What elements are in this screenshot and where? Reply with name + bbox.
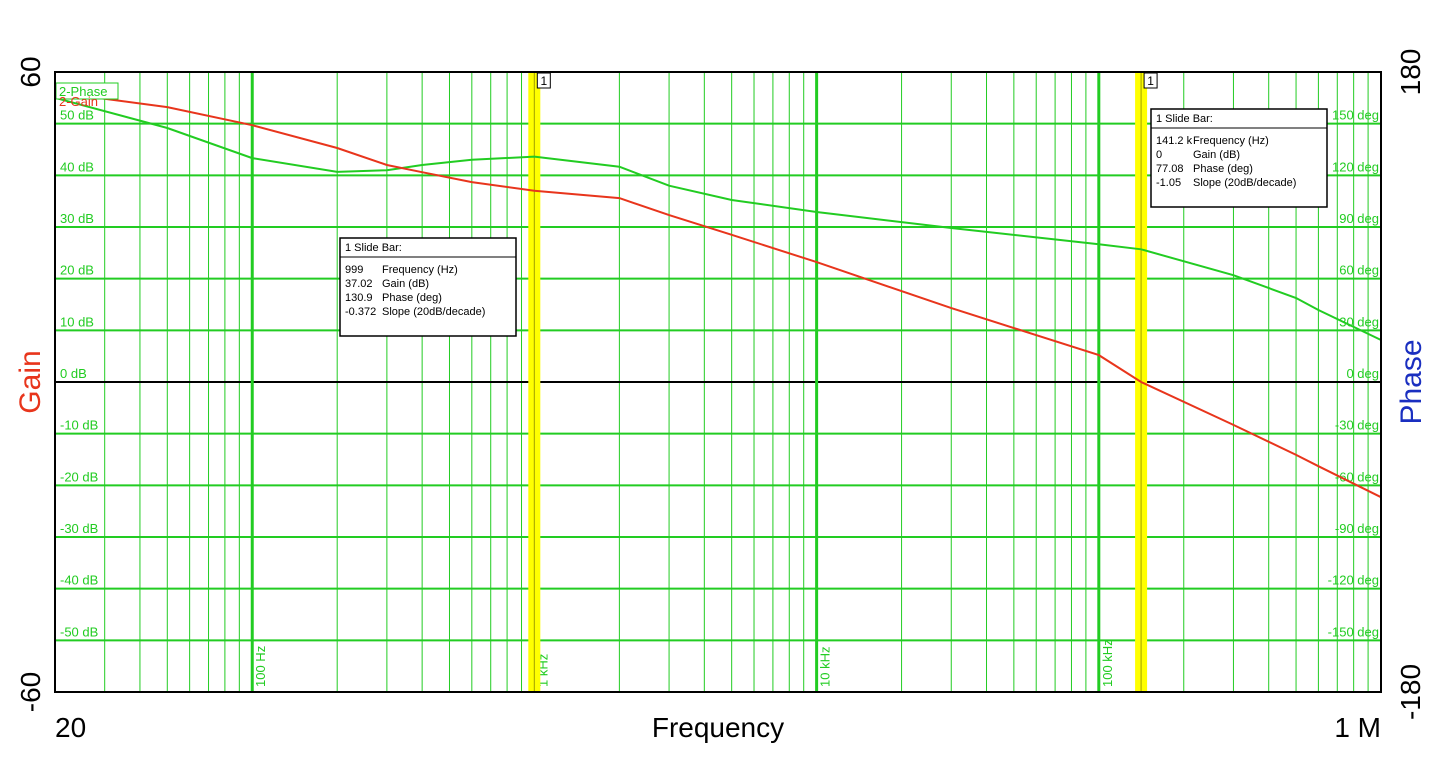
readout-label: Slope (20dB/decade) [382, 306, 485, 318]
y-tick-label: 20 dB [60, 263, 94, 278]
y2-tick-label: -90 deg [1335, 521, 1379, 536]
y2-tick-label: 0 deg [1346, 366, 1379, 381]
x-tick-label: 1 M [1334, 712, 1381, 743]
x-axis-title: Frequency [652, 712, 784, 743]
readout-label: Phase (deg) [382, 292, 442, 304]
readout-value: 141.2 k [1156, 135, 1193, 147]
readout-label: Slope (20dB/decade) [1193, 177, 1296, 189]
y2-tick-label: -150 deg [1328, 624, 1379, 639]
readout-value: -0.372 [345, 306, 376, 318]
readout-label: Gain (dB) [1193, 149, 1240, 161]
y-tick-label: -60 [15, 672, 46, 712]
y2-tick-label: -120 deg [1328, 573, 1379, 588]
x-tick-label: 100 kHz [1100, 639, 1115, 687]
readout-box [339, 237, 517, 337]
x-tick-label: 20 [55, 712, 86, 743]
readout-label: Gain (dB) [382, 278, 429, 290]
y2-tick-label: 60 deg [1339, 263, 1379, 278]
plot-frame [54, 71, 1382, 693]
readout-value: 0 [1156, 149, 1162, 161]
readout-value: 77.08 [1156, 163, 1184, 175]
y-tick-label: -30 dB [60, 521, 98, 536]
y-tick-label: -40 dB [60, 573, 98, 588]
y-axis-title: Gain [14, 350, 47, 413]
readout-title: 1 Slide Bar: [345, 242, 402, 254]
y2-axis-title: Phase [1395, 339, 1428, 424]
y2-tick-label: 90 deg [1339, 211, 1379, 226]
readout-value: 999 [345, 264, 363, 276]
y-tick-label: 0 dB [60, 366, 87, 381]
y-tick-label: -10 dB [60, 418, 98, 433]
readout-label: Phase (deg) [1193, 163, 1253, 175]
slide-bar-tag-label: 1 [1147, 74, 1154, 88]
y-tick-label: -20 dB [60, 469, 98, 484]
readout-label: Frequency (Hz) [1193, 135, 1269, 147]
y-tick-label: 40 dB [60, 159, 94, 174]
y2-tick-label: 120 deg [1332, 159, 1379, 174]
readout-title: 1 Slide Bar: [1156, 113, 1213, 125]
x-tick-label: 100 Hz [253, 646, 268, 687]
series-line [54, 91, 1382, 499]
series-line [54, 96, 1382, 341]
y-tick-label: -50 dB [60, 624, 98, 639]
readout-box [1150, 108, 1328, 208]
readout-value: -1.05 [1156, 177, 1181, 189]
x-tick-label: 10 kHz [818, 647, 833, 687]
y2-tick-label: 180 [1395, 49, 1426, 96]
y-tick-label: 50 dB [60, 108, 94, 123]
y2-tick-label: 150 deg [1332, 108, 1379, 123]
readout-value: 37.02 [345, 278, 373, 290]
y2-tick-label: -30 deg [1335, 418, 1379, 433]
readout-label: Frequency (Hz) [382, 264, 458, 276]
y-tick-label: 10 dB [60, 314, 94, 329]
y-tick-label: 30 dB [60, 211, 94, 226]
readout-value: 130.9 [345, 292, 373, 304]
legend-label: 2-Phase [59, 84, 107, 99]
legend-label: 2-Gain [59, 94, 98, 109]
y2-tick-label: -180 [1395, 664, 1426, 720]
slide-bar-tag-label: 1 [540, 74, 547, 88]
y-tick-label: 60 [15, 56, 46, 87]
